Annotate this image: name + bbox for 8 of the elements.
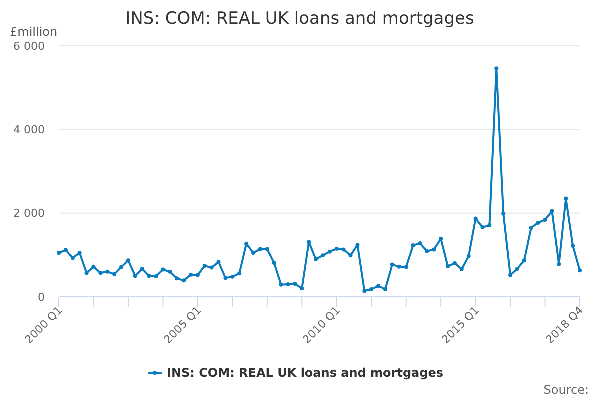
y-axis-title: £million <box>10 25 58 39</box>
y-tick-label: 0 <box>38 290 45 304</box>
y-tick-label: 2 000 <box>14 207 45 220</box>
y-tick-label: 4 000 <box>14 124 45 137</box>
legend-label: INS: COM: REAL UK loans and mortgages <box>167 366 444 380</box>
y-tick-label: 6 000 <box>14 40 45 53</box>
chart-title: INS: COM: REAL UK loans and mortgages <box>126 9 474 29</box>
source-note: Source: <box>544 383 589 397</box>
